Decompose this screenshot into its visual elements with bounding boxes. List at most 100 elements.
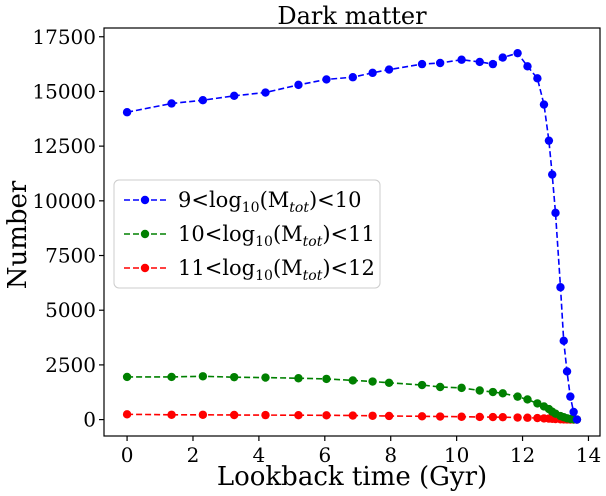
data-point	[122, 410, 132, 419]
data-point	[457, 412, 466, 421]
data-point	[569, 407, 578, 417]
data-point	[513, 413, 522, 422]
data-point	[348, 411, 358, 420]
data-point	[122, 372, 132, 382]
data-point	[261, 373, 270, 382]
x-tick-label: 12	[510, 443, 535, 467]
x-axis-label: Lookback time (Gyr)	[217, 462, 487, 492]
data-point	[475, 57, 484, 67]
data-point	[122, 108, 132, 117]
legend-label: 9<log10(Mtot)<10	[178, 188, 362, 216]
data-point	[167, 372, 176, 382]
data-point	[167, 410, 176, 419]
data-point	[475, 386, 484, 395]
legend-marker	[140, 263, 150, 273]
chart-title: Dark matter	[277, 2, 427, 30]
y-tick-label: 15000	[32, 79, 96, 103]
y-tick-label: 7500	[45, 244, 96, 268]
legend-item: 9<log10(Mtot)<10	[124, 188, 362, 216]
data-point	[533, 413, 542, 423]
data-point	[384, 65, 394, 74]
data-point	[523, 395, 532, 404]
legend-box	[113, 179, 381, 289]
data-point	[566, 392, 575, 401]
data-point	[294, 374, 303, 383]
y-tick-label: 0	[83, 408, 96, 432]
plot-frame	[103, 27, 601, 437]
data-point	[498, 389, 507, 398]
data-point	[368, 377, 377, 386]
x-tick-label: 6	[318, 443, 331, 467]
legend: 9<log10(Mtot)<10 10<log10(Mtot)<11 11<log1…	[113, 179, 381, 289]
data-point	[523, 413, 532, 422]
data-point	[533, 74, 542, 83]
data-point	[544, 136, 554, 145]
data-point	[488, 412, 498, 422]
y-axis-label: Number	[3, 180, 33, 289]
data-point	[523, 62, 532, 71]
data-point	[551, 208, 560, 218]
data-point	[556, 283, 565, 292]
x-tick-label: 14	[576, 443, 601, 467]
data-point	[167, 99, 176, 108]
y-tick-label: 12500	[32, 134, 96, 158]
x-tick-label: 2	[187, 443, 200, 467]
data-point	[229, 410, 239, 420]
data-point	[294, 411, 303, 420]
legend-marker	[140, 195, 150, 205]
data-point	[488, 387, 498, 397]
data-point	[559, 336, 568, 346]
data-point	[498, 53, 507, 62]
data-point	[261, 410, 270, 420]
legend-item: 11<log10(Mtot)<12	[124, 256, 375, 284]
data-point	[548, 170, 557, 179]
data-point	[417, 59, 427, 69]
data-point	[562, 367, 572, 376]
data-point	[348, 73, 358, 82]
x-axis: 0 2 4 6 8 10 12 14	[121, 436, 601, 467]
data-point	[198, 95, 208, 105]
legend-marker	[140, 229, 150, 239]
data-point	[368, 68, 377, 78]
series-3	[122, 410, 582, 424]
y-tick-label: 17500	[32, 25, 96, 49]
data-point	[229, 91, 239, 101]
data-point	[435, 412, 445, 421]
data-point	[533, 399, 542, 408]
data-point	[384, 411, 394, 421]
data-point	[457, 383, 466, 393]
x-tick-label: 8	[384, 443, 397, 467]
legend-label: 11<log10(Mtot)<12	[178, 256, 375, 284]
data-point	[322, 411, 331, 420]
plot-border	[103, 27, 601, 437]
y-tick-label: 2500	[45, 353, 96, 377]
data-point	[294, 80, 303, 90]
data-point	[572, 415, 582, 424]
x-tick-label: 10	[444, 443, 469, 467]
legend-item: 10<log10(Mtot)<11	[124, 222, 375, 250]
data-point	[488, 59, 498, 69]
y-tick-label: 10000	[32, 189, 96, 213]
data-point	[368, 411, 377, 420]
series-1	[122, 48, 582, 424]
x-tick-label: 4	[253, 443, 266, 467]
data-point	[417, 412, 427, 421]
data-point	[229, 372, 239, 382]
data-point	[539, 100, 549, 109]
data-point	[322, 75, 331, 84]
series-layer	[122, 48, 582, 424]
data-point	[475, 412, 484, 422]
data-point	[435, 382, 445, 392]
data-point	[198, 410, 208, 419]
legend-label: 10<log10(Mtot)<11	[178, 222, 375, 250]
data-point	[513, 392, 522, 401]
data-point	[435, 58, 445, 68]
data-point	[498, 412, 507, 422]
data-point	[384, 378, 394, 388]
data-point	[513, 48, 522, 58]
data-point	[417, 380, 427, 390]
y-axis: 0 2500 5000 7500 10000 12500 15000 17500	[32, 25, 104, 432]
data-point	[457, 55, 466, 64]
data-point	[261, 88, 270, 97]
